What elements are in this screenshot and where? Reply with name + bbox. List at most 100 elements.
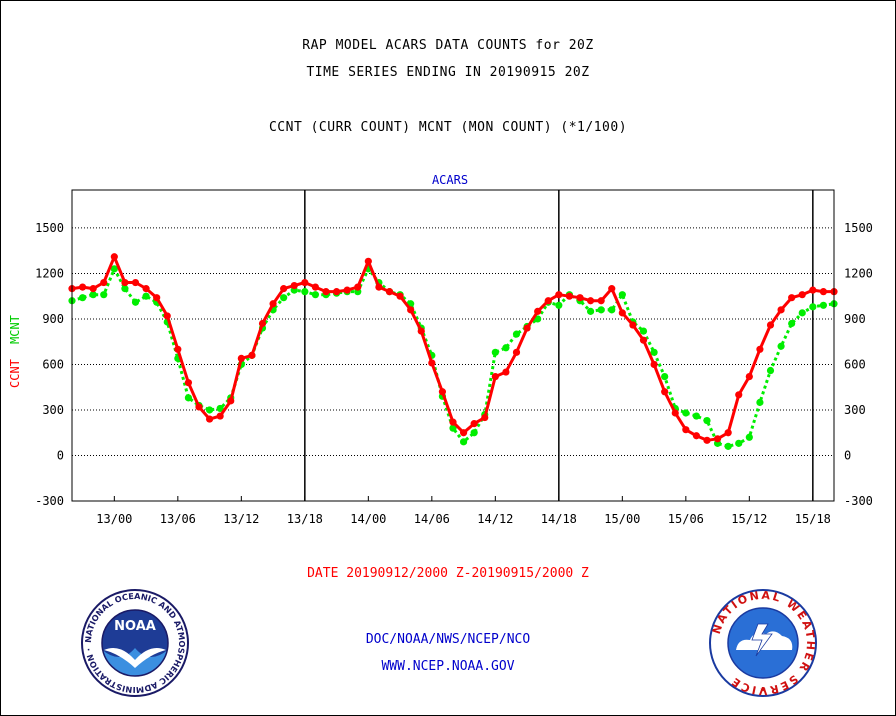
- chart-title-line1: RAP MODEL ACARS DATA COUNTS for 20Z: [302, 38, 594, 53]
- data-point-ccnt: [428, 359, 436, 367]
- x-tick-label: 15/06: [668, 512, 704, 526]
- data-point-mcnt: [280, 294, 288, 302]
- data-point-mcnt: [766, 366, 775, 375]
- y-tick-label-right: 1200: [844, 266, 873, 280]
- data-point-mcnt: [100, 291, 108, 299]
- data-point-mcnt: [459, 438, 468, 446]
- data-point-ccnt: [131, 278, 140, 287]
- x-tick-label: 13/12: [223, 512, 259, 526]
- data-point-ccnt: [481, 413, 489, 422]
- data-point-ccnt: [819, 288, 828, 296]
- data-point-mcnt: [78, 294, 87, 302]
- data-point-mcnt: [735, 439, 743, 447]
- data-point-ccnt: [385, 288, 394, 296]
- data-point-ccnt: [671, 409, 679, 417]
- data-point-ccnt: [682, 426, 690, 434]
- data-point-ccnt: [661, 388, 669, 396]
- date-range: DATE 20190912/2000 Z-20190915/2000 Z: [307, 566, 589, 581]
- y-axis-label-mcnt: MCNT: [8, 315, 22, 344]
- y-tick-label-left: 300: [42, 403, 64, 417]
- data-point-ccnt: [470, 420, 478, 428]
- data-point-mcnt: [142, 292, 150, 300]
- data-point-ccnt: [512, 348, 521, 356]
- plot-area-border: [71, 189, 835, 502]
- data-point-ccnt: [692, 432, 701, 440]
- data-point-mcnt: [809, 303, 817, 311]
- data-point-mcnt: [608, 306, 616, 314]
- data-point-mcnt: [449, 424, 457, 432]
- data-point-ccnt: [735, 391, 743, 399]
- svg-text:★: ★: [760, 684, 766, 695]
- data-point-ccnt: [713, 435, 722, 443]
- data-point-ccnt: [184, 379, 193, 387]
- x-tick-label: 14/12: [477, 512, 513, 526]
- data-point-ccnt: [100, 278, 108, 287]
- data-point-ccnt: [364, 257, 372, 265]
- x-tick-label: 15/12: [731, 512, 767, 526]
- data-point-mcnt: [798, 309, 806, 317]
- data-point-ccnt: [544, 297, 552, 305]
- data-point-ccnt: [756, 345, 764, 353]
- data-point-ccnt: [290, 281, 298, 290]
- data-point-mcnt: [703, 416, 711, 425]
- data-point-ccnt: [258, 319, 267, 328]
- website-link[interactable]: WWW.NCEP.NOAA.GOV: [381, 659, 515, 674]
- data-point-ccnt: [491, 373, 499, 381]
- y-tick-label-left: 1500: [35, 221, 64, 235]
- x-tick-label: 15/18: [795, 512, 831, 526]
- svg-text:NOAA: NOAA: [114, 619, 156, 634]
- y-tick-label-left: -300: [35, 494, 64, 508]
- data-point-ccnt: [438, 388, 447, 396]
- data-point-ccnt: [269, 300, 277, 308]
- data-point-mcnt: [131, 298, 140, 306]
- y-axis-label-ccnt: CCNT: [8, 359, 22, 388]
- data-point-ccnt: [788, 294, 796, 302]
- data-point-mcnt: [745, 433, 753, 441]
- data-point-ccnt: [777, 306, 785, 314]
- data-point-mcnt: [618, 291, 626, 299]
- data-point-ccnt: [449, 418, 457, 426]
- y-tick-label-right: 300: [844, 403, 866, 417]
- data-point-ccnt: [301, 278, 309, 287]
- data-point-ccnt: [555, 291, 563, 299]
- data-point-ccnt: [343, 286, 351, 294]
- data-point-ccnt: [565, 292, 574, 300]
- data-point-mcnt: [650, 348, 658, 356]
- x-tick-label: 13/06: [160, 512, 196, 526]
- y-tick-label-right: 900: [844, 312, 866, 326]
- x-tick-label: 14/00: [350, 512, 386, 526]
- data-point-ccnt: [523, 324, 531, 332]
- x-tick-label: 14/18: [541, 512, 577, 526]
- data-point-ccnt: [766, 321, 775, 329]
- data-point-ccnt: [459, 429, 468, 437]
- grid-layer: [72, 190, 834, 501]
- data-point-ccnt: [618, 309, 626, 317]
- data-point-mcnt: [301, 288, 309, 296]
- y-tick-label-left: 900: [42, 312, 64, 326]
- data-point-ccnt: [227, 397, 235, 405]
- data-point-mcnt: [491, 348, 499, 356]
- y-tick-label-right: -300: [844, 494, 873, 508]
- data-point-ccnt: [745, 373, 753, 381]
- y-tick-label-left: 1200: [35, 266, 64, 280]
- plot-title: ACARS: [432, 173, 468, 187]
- x-tick-label: 15/00: [604, 512, 640, 526]
- data-point-ccnt: [650, 360, 658, 369]
- series-line-ccnt: [71, 255, 834, 442]
- data-point-mcnt: [184, 394, 193, 402]
- data-point-ccnt: [216, 412, 224, 420]
- data-point-ccnt: [332, 288, 341, 296]
- data-point-mcnt: [110, 265, 118, 273]
- data-point-mcnt: [724, 442, 732, 450]
- data-point-ccnt: [174, 345, 182, 353]
- data-point-ccnt: [576, 294, 584, 302]
- axis-layer: -300 -300 0 0 300 300 600 600 900 900 1200 1200 1500…: [35, 221, 873, 526]
- data-point-ccnt: [354, 283, 362, 291]
- y-tick-label-right: 1500: [844, 221, 873, 235]
- data-point-ccnt: [110, 253, 118, 261]
- data-point-ccnt: [798, 291, 806, 299]
- data-point-mcnt: [586, 307, 595, 315]
- data-point-ccnt: [153, 294, 161, 302]
- data-point-ccnt: [205, 415, 214, 423]
- data-point-ccnt: [195, 403, 203, 411]
